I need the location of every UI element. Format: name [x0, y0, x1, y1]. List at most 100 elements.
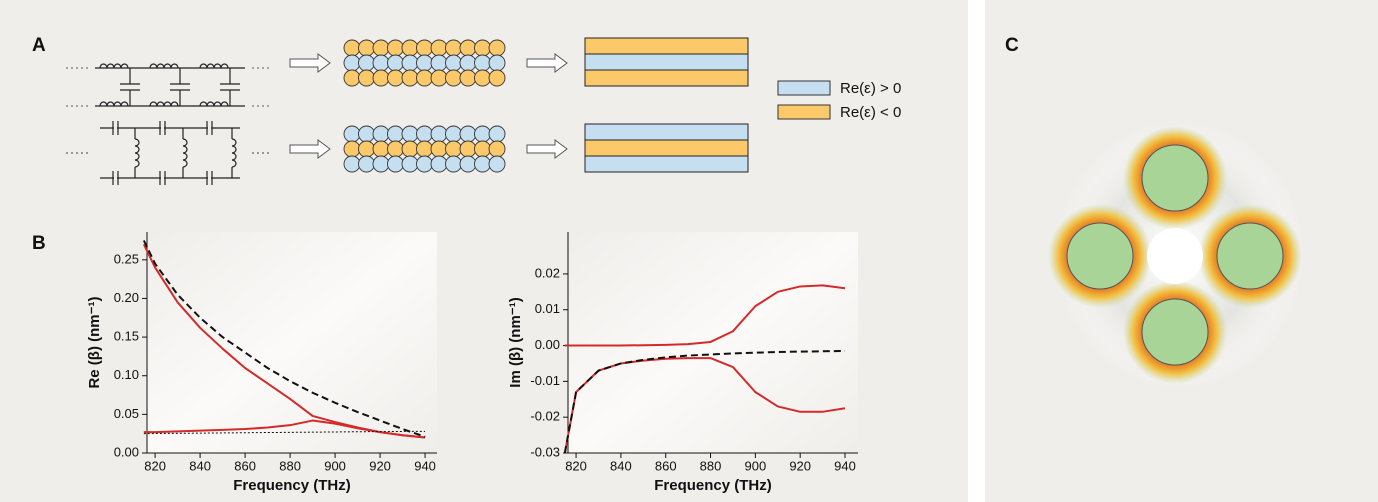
atom — [416, 54, 433, 72]
wire-gap — [114, 170, 117, 186]
atom — [430, 155, 448, 173]
atom — [343, 125, 361, 143]
wire-gap — [114, 120, 117, 136]
x-tick-label: 840 — [189, 458, 211, 473]
y-tick-label: 0.15 — [114, 329, 139, 344]
atom — [387, 140, 404, 158]
atom — [358, 39, 375, 57]
atom — [474, 140, 491, 158]
layer — [584, 155, 749, 173]
atom — [488, 125, 506, 143]
atom — [488, 39, 506, 57]
inductor — [99, 101, 129, 107]
series-line — [143, 430, 426, 435]
atom — [430, 140, 448, 158]
atom — [474, 125, 491, 143]
atom — [459, 39, 477, 57]
x-tick-label: 880 — [700, 458, 722, 473]
atom — [401, 39, 419, 57]
atom — [358, 125, 375, 143]
atom — [372, 125, 390, 143]
series-line — [563, 357, 846, 454]
legend-label: Re(ε) > 0 — [840, 80, 901, 97]
inductor — [199, 63, 229, 69]
atom — [372, 54, 390, 72]
inductor — [99, 63, 129, 69]
plot-background — [568, 232, 858, 453]
arrow — [526, 139, 568, 159]
atom — [416, 140, 433, 158]
field-center — [1147, 228, 1203, 284]
series-line — [564, 284, 846, 347]
plot-background — [147, 232, 437, 453]
atom — [372, 39, 390, 57]
y-tick-label: 0.25 — [114, 251, 139, 266]
field-map — [1048, 120, 1305, 390]
atom — [459, 125, 477, 143]
y-tick-label: 0.02 — [535, 265, 560, 280]
atom — [474, 69, 491, 87]
atom — [343, 155, 361, 173]
panel-label: A — [32, 35, 46, 56]
y-tick-label: 0.01 — [535, 301, 560, 316]
x-tick-label: 940 — [414, 458, 436, 473]
atom — [387, 69, 404, 87]
atom — [387, 54, 404, 72]
atom — [343, 39, 361, 57]
y-tick-label: 0.00 — [114, 444, 139, 459]
y-tick-label: -0.03 — [530, 444, 560, 459]
y-tick-label: -0.02 — [530, 409, 560, 424]
atom — [343, 140, 361, 158]
particle — [1141, 298, 1209, 366]
inductor — [134, 138, 140, 168]
layer — [584, 69, 749, 87]
layer — [584, 123, 749, 141]
atom — [445, 140, 462, 158]
x-tick-label: 920 — [369, 458, 391, 473]
atom — [445, 39, 462, 57]
atom — [343, 69, 361, 87]
atom — [372, 155, 390, 173]
x-tick-label: 900 — [745, 458, 767, 473]
atom — [401, 125, 419, 143]
atom — [488, 155, 506, 173]
x-tick-label: 940 — [834, 458, 856, 473]
arrow — [289, 53, 331, 73]
atom — [387, 155, 404, 173]
atom — [387, 125, 404, 143]
atom — [401, 54, 419, 72]
series-line — [142, 240, 426, 438]
y-axis-label: Re (β) (nm⁻¹) — [86, 296, 103, 388]
atom — [430, 54, 448, 72]
y-tick-label: 0.10 — [114, 367, 139, 382]
atom — [372, 69, 390, 87]
atom — [401, 155, 419, 173]
atom — [474, 39, 491, 57]
wire-gap — [208, 120, 211, 136]
atom — [416, 69, 433, 87]
atom — [401, 69, 419, 87]
atom — [372, 140, 390, 158]
inductor — [182, 138, 188, 168]
arrow — [526, 53, 568, 73]
atom — [488, 54, 506, 72]
atom — [459, 140, 477, 158]
atom — [459, 69, 477, 87]
x-tick-label: 860 — [655, 458, 677, 473]
panel-label: C — [1005, 35, 1019, 56]
particle — [1141, 144, 1209, 212]
atom — [358, 54, 375, 72]
x-tick-label: 920 — [789, 458, 811, 473]
atom — [358, 155, 375, 173]
y-tick-label: 0.00 — [535, 337, 560, 352]
particle — [1216, 222, 1284, 290]
atom — [445, 54, 462, 72]
legend-swatch — [777, 80, 831, 96]
atom — [459, 155, 477, 173]
inductor — [149, 101, 179, 107]
inductor — [149, 63, 179, 69]
x-axis-label: Frequency (THz) — [233, 477, 351, 494]
atom — [387, 39, 404, 57]
x-tick-label: 900 — [324, 458, 346, 473]
